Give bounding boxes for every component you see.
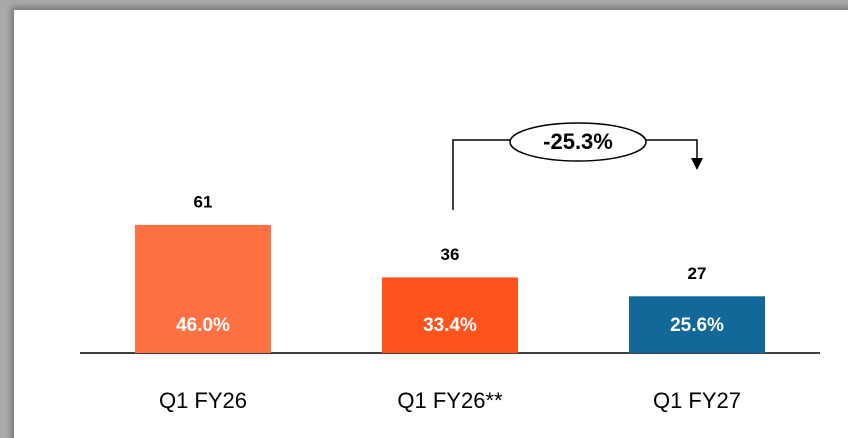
annotation-bracket [452,139,698,210]
x-tick-label: Q1 FY26 [159,388,247,413]
value-label: 61 [194,192,213,211]
x-tick-label: Q1 FY26** [397,388,503,413]
annotation: -25.3% [543,129,613,154]
bar [629,296,765,353]
annotation-ellipse [509,122,647,162]
panel [14,10,848,438]
value-label: 36 [441,245,460,264]
x-tick-label: Q1 FY27 [653,388,741,413]
arrow-head [691,158,703,170]
inner-label: 46.0% [176,315,230,336]
inner-label: 33.4% [423,315,477,336]
value-label: 27 [688,264,707,283]
bar [382,277,518,353]
bar [135,224,271,353]
inner-label: 25.6% [670,315,724,336]
